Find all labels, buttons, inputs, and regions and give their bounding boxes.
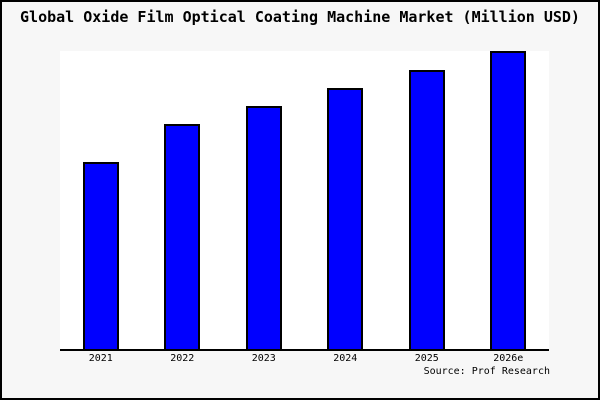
bar-2023: [245, 106, 282, 349]
bar-2022: [164, 124, 201, 349]
bar-2025: [408, 70, 445, 349]
x-tick-label-2026e: 2026e: [493, 353, 524, 364]
x-tick-label-2021: 2021: [88, 353, 113, 364]
source-credit: Source: Prof Research: [423, 366, 550, 377]
plot-area: [60, 51, 549, 349]
x-axis-line: [60, 349, 549, 351]
bar-2024: [327, 88, 364, 349]
x-tick-label-2025: 2025: [414, 353, 439, 364]
bar-2021: [82, 162, 119, 349]
x-tick-label-2024: 2024: [333, 353, 358, 364]
bar-2026e: [490, 51, 527, 349]
x-tick-label-2023: 2023: [251, 353, 276, 364]
chart-title: Global Oxide Film Optical Coating Machin…: [20, 8, 580, 26]
x-tick-label-2022: 2022: [170, 353, 195, 364]
